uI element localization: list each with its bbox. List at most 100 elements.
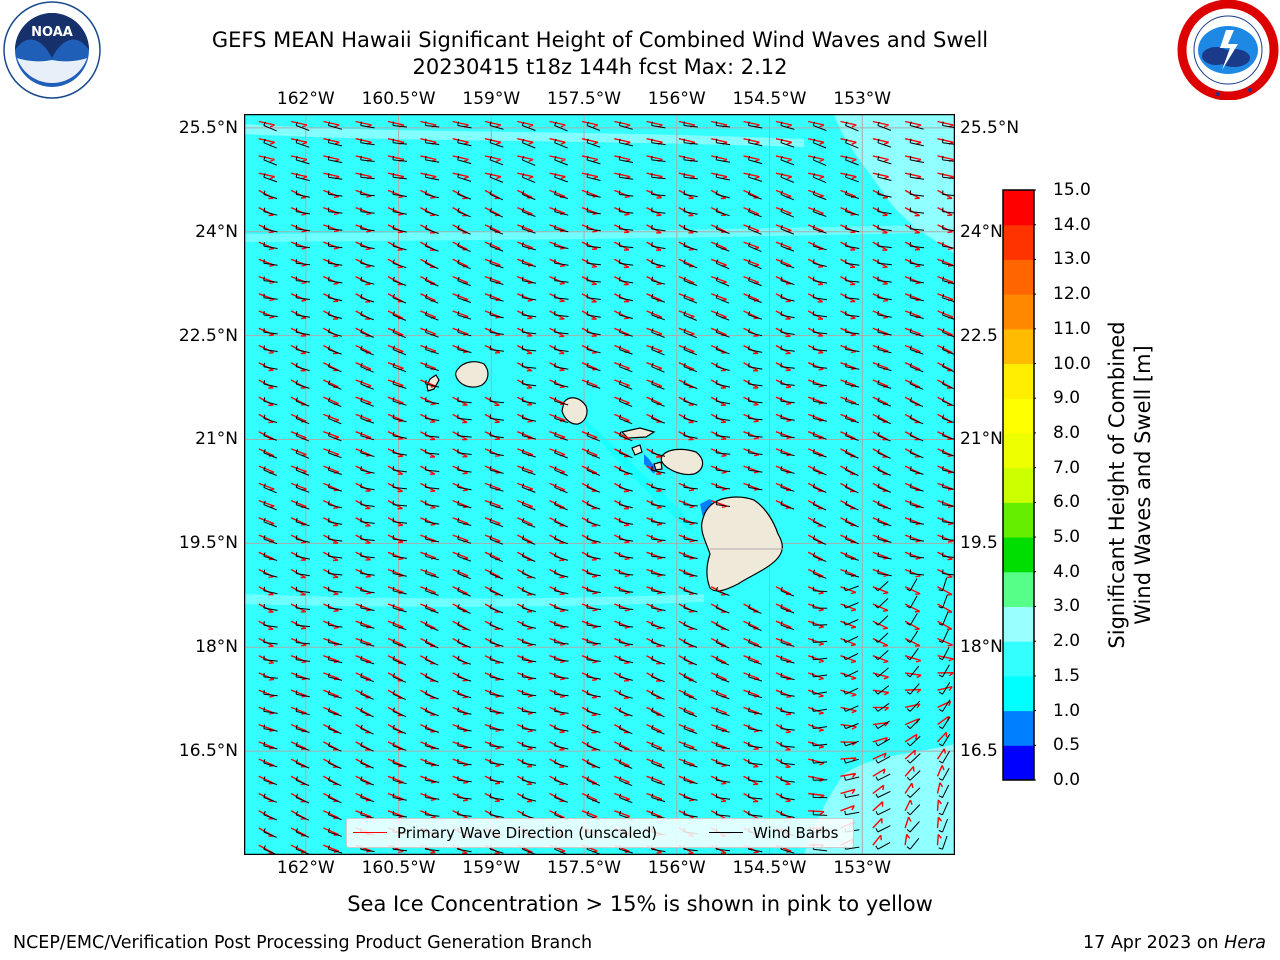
noaa-logo: NOAA bbox=[0, 0, 104, 104]
lat-tick-label-right: 24°N bbox=[960, 221, 1003, 242]
map-subtitle: 20230415 t18z 144h fcst Max: 2.12 bbox=[412, 55, 788, 79]
colorbar-title-line2: Wind Waves and Swell [m] bbox=[1131, 345, 1155, 625]
lat-tick-label-left: 19.5°N bbox=[178, 533, 238, 554]
lat-tick-label-right: 19.5 bbox=[960, 533, 998, 554]
wind-barbs bbox=[263, 121, 955, 855]
lat-tick-label-left: 25.5°N bbox=[178, 117, 238, 138]
colorbar-segment bbox=[1003, 224, 1034, 260]
ocean-field bbox=[244, 114, 955, 855]
lon-tick-label-top: 156°W bbox=[647, 89, 706, 109]
lon-tick-label-top: 153°W bbox=[833, 89, 892, 109]
colorbar-segment bbox=[1003, 363, 1034, 399]
colorbar-segment bbox=[1003, 710, 1034, 746]
colorbar-segment bbox=[1003, 641, 1034, 677]
noaa-logo-text: NOAA bbox=[31, 25, 73, 40]
lon-tick-label-bottom: 159°W bbox=[462, 858, 521, 878]
wave-height-colorbar bbox=[1002, 189, 1036, 781]
wave-height-map bbox=[244, 114, 955, 855]
lat-tick-label-right: 16.5 bbox=[960, 741, 998, 762]
hawaiian-islands bbox=[426, 361, 783, 592]
wave-direction-swatch bbox=[353, 832, 387, 833]
wind-barb-set bbox=[263, 121, 955, 855]
island-oahu bbox=[561, 397, 588, 425]
footer-date: 17 Apr 2023 on Hera bbox=[1083, 932, 1266, 954]
lat-tick-label-left: 21°N bbox=[195, 429, 238, 450]
lat-tick-label-left: 16.5°N bbox=[178, 741, 238, 762]
lon-tick-label-top: 157.5°W bbox=[547, 89, 622, 109]
colorbar-level-label: 4.0 bbox=[1053, 561, 1081, 582]
lon-tick-label-top: 159°W bbox=[462, 89, 521, 109]
footer-host: Hera bbox=[1224, 933, 1266, 953]
island-kahoolawe bbox=[653, 461, 663, 471]
colorbar-level-label: 7.0 bbox=[1053, 457, 1081, 478]
high-wave-area-northeast bbox=[834, 114, 955, 254]
lat-tick-label-right: 22.5 bbox=[960, 325, 998, 346]
map-frame bbox=[244, 114, 955, 855]
map-title: GEFS MEAN Hawaii Significant Height of C… bbox=[211, 28, 989, 52]
colorbar-level-label: 6.0 bbox=[1053, 492, 1081, 513]
colorbar-segment bbox=[1003, 745, 1034, 781]
high-wave-streak bbox=[244, 124, 804, 147]
nws-logo bbox=[1176, 0, 1280, 101]
colorbar-level-label: 14.0 bbox=[1053, 214, 1091, 235]
high-wave-streak bbox=[244, 594, 704, 607]
wind-barb-legend-label: Wind Barbs bbox=[753, 824, 839, 842]
sea-ice-caption: Sea Ice Concentration > 15% is shown in … bbox=[347, 892, 933, 916]
lon-tick-label-bottom: 162°W bbox=[276, 858, 335, 878]
colorbar-segment bbox=[1003, 432, 1034, 469]
colorbar-segment bbox=[1003, 398, 1034, 434]
colorbar-level-label: 0.5 bbox=[1053, 735, 1081, 756]
wind-barb-swatch bbox=[709, 832, 743, 833]
colorbar-frame bbox=[1002, 189, 1035, 781]
lon-tick-label-bottom: 157.5°W bbox=[547, 858, 622, 878]
colorbar-segment bbox=[1003, 190, 1034, 226]
colorbar-segment bbox=[1003, 328, 1034, 365]
colorbar-segment bbox=[1003, 606, 1034, 642]
colorbar-level-label: 15.0 bbox=[1053, 180, 1091, 200]
island-hawaii bbox=[701, 496, 783, 592]
lat-tick-label-left: 18°N bbox=[195, 637, 238, 658]
lat-tick-label-right: 18°N bbox=[960, 637, 1003, 658]
lon-tick-label-bottom: 156°W bbox=[647, 858, 706, 878]
island-maui bbox=[660, 448, 704, 476]
lon-tick-label-bottom: 154.5°W bbox=[732, 858, 807, 878]
lon-tick-label-bottom: 160.5°W bbox=[361, 858, 436, 878]
colorbar-level-label: 13.0 bbox=[1053, 249, 1091, 270]
colorbar-segment bbox=[1003, 294, 1034, 330]
colorbar-level-label: 1.5 bbox=[1053, 665, 1081, 686]
footer-date-text: 17 Apr 2023 on bbox=[1083, 933, 1225, 953]
lat-tick-label-left: 22.5°N bbox=[178, 325, 238, 346]
high-wave-streak bbox=[244, 224, 955, 242]
island-kauai bbox=[455, 361, 489, 388]
colorbar-segment bbox=[1003, 571, 1034, 607]
colorbar-level-label: 10.0 bbox=[1053, 353, 1091, 374]
colorbar-segment bbox=[1003, 537, 1034, 573]
island-niihau bbox=[426, 374, 440, 392]
colorbar-segment bbox=[1003, 259, 1034, 295]
colorbar-level-label: 9.0 bbox=[1053, 388, 1081, 409]
colorbar-title: Significant Height of Combined Wind Wave… bbox=[1100, 190, 1170, 780]
lat-tick-label-right: 21°N bbox=[960, 429, 1003, 450]
lon-tick-label-top: 162°W bbox=[276, 89, 335, 109]
colorbar-level-label: 12.0 bbox=[1053, 284, 1091, 305]
lat-tick-label-right: 25.5°N bbox=[960, 117, 1020, 138]
colorbar-level-label: 1.0 bbox=[1053, 700, 1081, 721]
colorbar-title-line1: Significant Height of Combined bbox=[1105, 321, 1129, 648]
wave-direction-legend-label: Primary Wave Direction (unscaled) bbox=[397, 824, 658, 842]
colorbar-level-label: 3.0 bbox=[1053, 596, 1081, 617]
colorbar-level-label: 8.0 bbox=[1053, 422, 1081, 443]
colorbar-segment bbox=[1003, 502, 1034, 538]
colorbar-segment bbox=[1003, 675, 1034, 712]
colorbar-segment bbox=[1003, 467, 1034, 503]
lat-tick-label-left: 24°N bbox=[195, 221, 238, 242]
map-legend: Primary Wave Direction (unscaled) Wind B… bbox=[346, 818, 854, 848]
island-lanai bbox=[631, 444, 643, 456]
lon-tick-label-bottom: 153°W bbox=[833, 858, 892, 878]
lon-tick-label-top: 160.5°W bbox=[361, 89, 436, 109]
lon-tick-label-top: 154.5°W bbox=[732, 89, 807, 109]
footer-credit: NCEP/EMC/Verification Post Processing Pr… bbox=[13, 933, 593, 953]
colorbar-level-label: 0.0 bbox=[1053, 770, 1081, 790]
colorbar-level-label: 5.0 bbox=[1053, 527, 1081, 548]
colorbar-level-label: 2.0 bbox=[1053, 631, 1081, 652]
colorbar-level-label: 11.0 bbox=[1053, 318, 1091, 339]
